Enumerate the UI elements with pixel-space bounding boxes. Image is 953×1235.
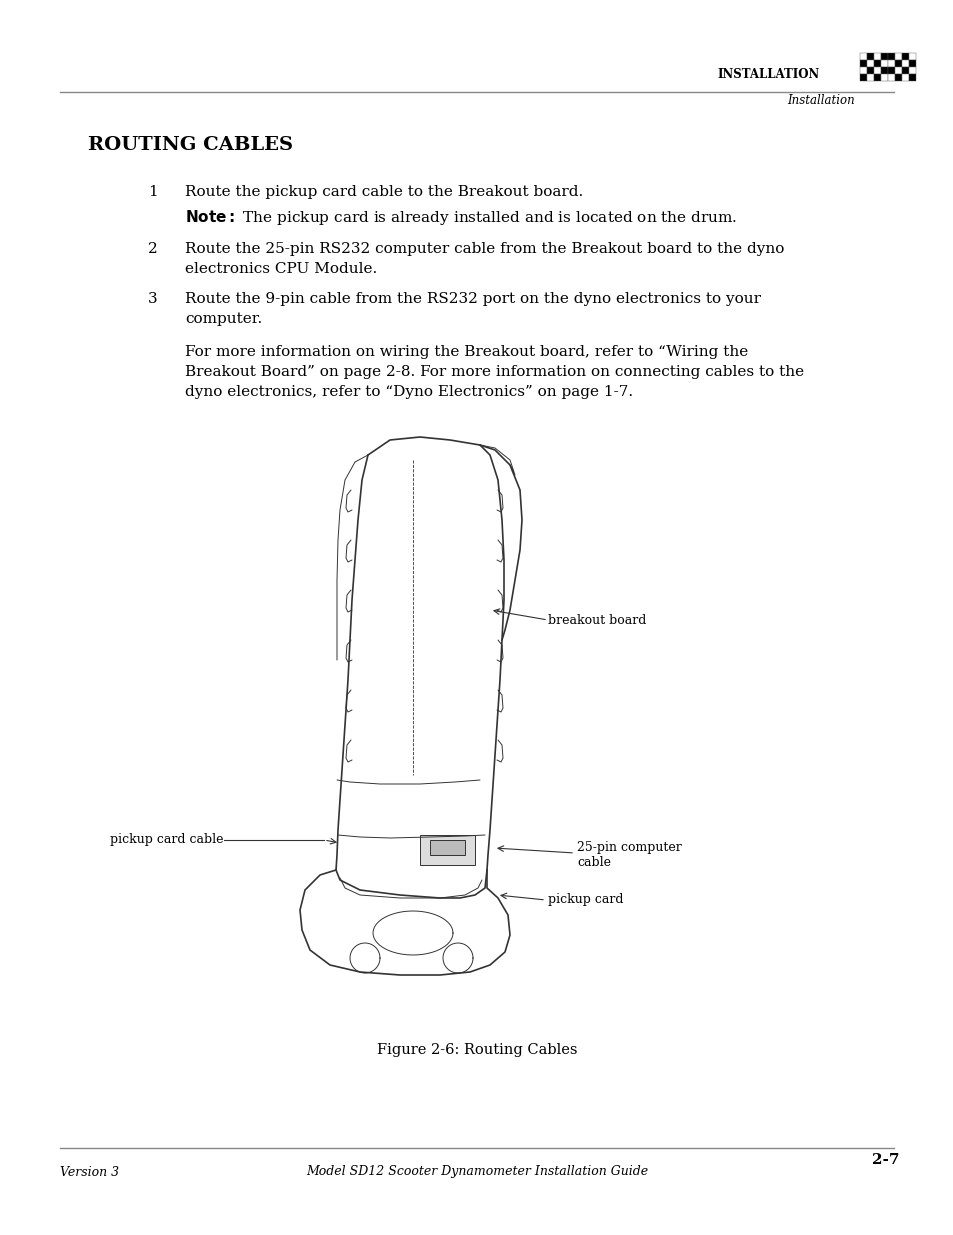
- Bar: [908, 53, 915, 61]
- Bar: [894, 67, 901, 74]
- Text: Model SD12 Scooter Dynamometer Installation Guide: Model SD12 Scooter Dynamometer Installat…: [306, 1166, 647, 1178]
- Bar: [873, 53, 880, 61]
- Text: ROUTING CABLES: ROUTING CABLES: [88, 136, 293, 154]
- Bar: [873, 61, 880, 67]
- Bar: [887, 61, 894, 67]
- Bar: [859, 74, 866, 82]
- Bar: [887, 53, 894, 61]
- Bar: [887, 67, 894, 74]
- Bar: [901, 53, 908, 61]
- Text: pickup card: pickup card: [547, 893, 623, 906]
- Text: Installation: Installation: [786, 94, 854, 106]
- Bar: [859, 61, 866, 67]
- Text: 3: 3: [148, 291, 157, 306]
- Text: 1: 1: [148, 185, 157, 199]
- Text: cable: cable: [577, 856, 610, 868]
- Bar: [859, 53, 866, 61]
- Text: pickup card cable: pickup card cable: [111, 834, 224, 846]
- Bar: [866, 74, 873, 82]
- Text: 2: 2: [148, 242, 157, 256]
- Bar: [866, 67, 873, 74]
- Bar: [894, 53, 901, 61]
- Bar: [859, 67, 866, 74]
- Text: $\bf{Note:}$ The pickup card is already installed and is located on the drum.: $\bf{Note:}$ The pickup card is already …: [185, 207, 737, 227]
- Bar: [873, 67, 880, 74]
- Text: dyno electronics, refer to “Dyno Electronics” on page 1-7.: dyno electronics, refer to “Dyno Electro…: [185, 385, 633, 399]
- Text: Route the 25-pin RS232 computer cable from the Breakout board to the dyno: Route the 25-pin RS232 computer cable fr…: [185, 242, 783, 256]
- Bar: [880, 61, 887, 67]
- Bar: [880, 67, 887, 74]
- Bar: [908, 67, 915, 74]
- Bar: [901, 67, 908, 74]
- Bar: [894, 74, 901, 82]
- Text: For more information on wiring the Breakout board, refer to “Wiring the: For more information on wiring the Break…: [185, 345, 747, 359]
- Text: computer.: computer.: [185, 312, 262, 326]
- Text: 25-pin computer: 25-pin computer: [577, 841, 681, 855]
- Bar: [430, 840, 464, 855]
- Text: Version 3: Version 3: [60, 1166, 119, 1178]
- Text: Route the pickup card cable to the Breakout board.: Route the pickup card cable to the Break…: [185, 185, 582, 199]
- Text: Route the 9-pin cable from the RS232 port on the dyno electronics to your: Route the 9-pin cable from the RS232 por…: [185, 291, 760, 306]
- Bar: [880, 53, 887, 61]
- Text: INSTALLATION: INSTALLATION: [717, 68, 820, 82]
- Text: breakout board: breakout board: [547, 614, 646, 626]
- Bar: [880, 74, 887, 82]
- Text: Figure 2-6: Routing Cables: Figure 2-6: Routing Cables: [376, 1044, 577, 1057]
- Bar: [908, 74, 915, 82]
- Text: Breakout Board” on page 2-8. For more information on connecting cables to the: Breakout Board” on page 2-8. For more in…: [185, 366, 803, 379]
- Bar: [894, 61, 901, 67]
- Bar: [901, 61, 908, 67]
- Text: 2-7: 2-7: [872, 1153, 899, 1167]
- Bar: [873, 74, 880, 82]
- Bar: [419, 835, 475, 864]
- Bar: [908, 61, 915, 67]
- Bar: [887, 74, 894, 82]
- Bar: [866, 61, 873, 67]
- Bar: [901, 74, 908, 82]
- Text: electronics CPU Module.: electronics CPU Module.: [185, 262, 376, 275]
- Bar: [866, 53, 873, 61]
